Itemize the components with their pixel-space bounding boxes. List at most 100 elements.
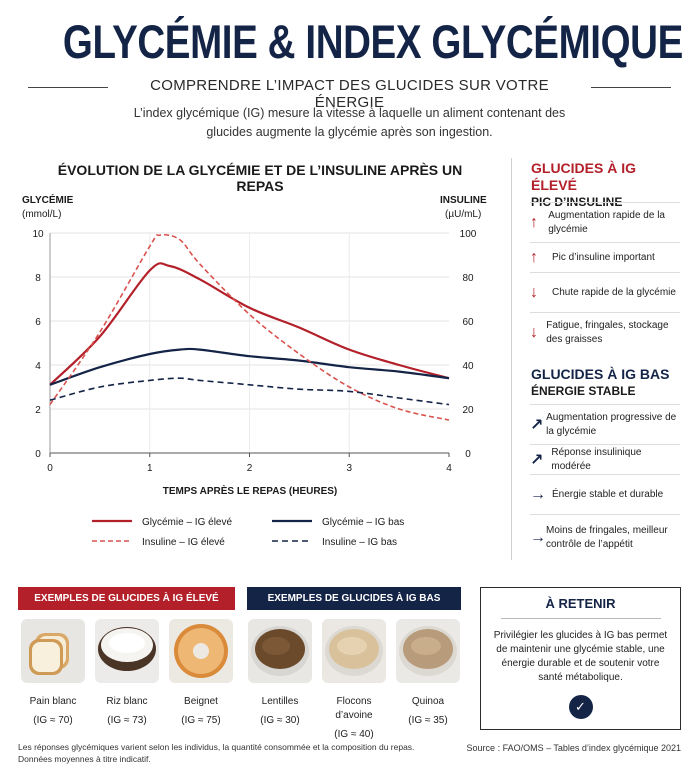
arrow-right-icon: → bbox=[530, 528, 546, 546]
high-ig-examples-header: EXEMPLES DE GLUCIDES À IG ÉLEVÉ bbox=[18, 587, 235, 610]
series-line-1 bbox=[49, 347, 450, 386]
food-card-oat-flakes: Flocons d’avoine (IG ≈ 40) bbox=[320, 619, 388, 743]
low-ig-item: ↗ Augmentation progressive de la glycémie bbox=[530, 404, 680, 444]
x-tick-label: 2 bbox=[247, 463, 253, 474]
arrow-up-icon: ↑ bbox=[530, 248, 538, 266]
high-ig-item: ↑ Augmentation rapide de la glycémie bbox=[530, 202, 680, 242]
food-name: Beignet bbox=[184, 696, 218, 707]
y-left-tick-label: 2 bbox=[35, 405, 41, 416]
quinoa-image bbox=[396, 619, 460, 683]
y-left-tick-label: 8 bbox=[35, 273, 41, 284]
low-ig-item: → Moins de fringales, meilleur contrôle d… bbox=[530, 514, 680, 560]
arrow-up-right-icon: ↗ bbox=[530, 416, 544, 434]
food-name: Flocons d’avoine bbox=[335, 696, 373, 721]
item-text: Chute rapide de la glycémie bbox=[552, 286, 676, 298]
food-ig-value: (IG ≈ 35) bbox=[408, 715, 448, 726]
oat-flakes-image bbox=[322, 619, 386, 683]
arrow-up-icon: ↑ bbox=[530, 213, 538, 231]
takeaway-box: À RETENIR Privilégier les glucides à IG … bbox=[480, 587, 681, 730]
x-tick-label: 1 bbox=[147, 463, 153, 474]
y-right-tick-label: 80 bbox=[462, 273, 474, 284]
food-card-white-bread: Pain blanc (IG ≈ 70) bbox=[19, 619, 87, 729]
y-right-tick-label: 0 bbox=[465, 449, 471, 460]
source-note: Source : FAO/OMS – Tables d’index glycém… bbox=[466, 743, 681, 753]
chart-title: ÉVOLUTION DE LA GLYCÉMIE ET DE L’INSULIN… bbox=[57, 162, 463, 194]
series-line-3 bbox=[49, 377, 450, 406]
divider bbox=[28, 87, 108, 88]
item-text: Augmentation progressive de la glycémie bbox=[546, 411, 677, 437]
legend-label: Glycémie – IG bas bbox=[322, 517, 404, 528]
x-tick-label: 4 bbox=[446, 463, 452, 474]
donut-image bbox=[169, 619, 233, 683]
low-ig-item: → Énergie stable et durable bbox=[530, 474, 680, 514]
divider bbox=[591, 87, 671, 88]
lentils-image bbox=[248, 619, 312, 683]
left-axis-title-1: GLYCÉMIE bbox=[22, 193, 74, 206]
x-tick-label: 0 bbox=[47, 463, 53, 474]
arrow-down-icon: ↓ bbox=[530, 323, 538, 341]
arrow-up-right-icon: ↗ bbox=[530, 451, 544, 469]
food-ig-value: (IG ≈ 75) bbox=[181, 715, 221, 726]
food-ig-value: (IG ≈ 73) bbox=[107, 715, 147, 726]
food-name: Lentilles bbox=[261, 696, 299, 707]
arrow-down-icon: ↓ bbox=[530, 283, 538, 301]
glycemia-chart: GLYCÉMIE (mmol/L) INSULINE (µU/mL) 0 2 4 6 8… bbox=[22, 193, 487, 548]
takeaway-title: À RETENIR bbox=[545, 596, 616, 611]
right-axis-title-1: INSULINE bbox=[440, 195, 487, 206]
high-ig-title: GLUCIDES À IG ÉLEVÉ bbox=[531, 160, 637, 193]
legend-label: Insuline – IG élevé bbox=[142, 537, 225, 548]
y-right-tick-label: 40 bbox=[462, 361, 474, 372]
right-axis-title-2: (µU/mL) bbox=[445, 209, 481, 220]
white-rice-image bbox=[95, 619, 159, 683]
low-ig-header: GLUCIDES À IG BAS ÉNERGIE STABLE bbox=[512, 366, 669, 399]
low-ig-item: ↗ Réponse insulinique modérée bbox=[530, 444, 680, 474]
y-left-tick-label: 0 bbox=[35, 449, 41, 460]
food-name: Riz blanc bbox=[106, 696, 148, 707]
food-card-white-rice: Riz blanc (IG ≈ 73) bbox=[93, 619, 161, 729]
x-axis-title: TEMPS APRÈS LE REPAS (HEURES) bbox=[163, 484, 337, 497]
footnote: Les réponses glycémiques varient selon l… bbox=[18, 742, 415, 764]
y-left-tick-label: 4 bbox=[35, 361, 41, 372]
ig-comparison-panel: GLUCIDES À IG ÉLEVÉ PIC D’INSULINE ↑ Augm… bbox=[511, 158, 680, 560]
white-bread-image bbox=[21, 619, 85, 683]
food-ig-value: (IG ≈ 30) bbox=[260, 715, 300, 726]
y-left-tick-label: 10 bbox=[32, 229, 44, 240]
item-text: Réponse insulinique modérée bbox=[551, 446, 642, 472]
series-line-0 bbox=[49, 262, 450, 386]
page-subtitle: COMPRENDRE L’IMPACT DES GLUCIDES SUR VOT… bbox=[150, 77, 549, 111]
item-text: Énergie stable et durable bbox=[552, 488, 664, 500]
high-ig-item: ↓ Fatigue, fringales, stockage des graiss… bbox=[530, 312, 680, 352]
food-ig-value: (IG ≈ 40) bbox=[334, 729, 374, 740]
series-line-2 bbox=[49, 233, 450, 421]
food-name: Pain blanc bbox=[29, 696, 77, 707]
page-title: GLYCÉMIE & INDEX GLYCÉMIQUE bbox=[62, 15, 683, 68]
y-right-tick-label: 100 bbox=[460, 229, 477, 240]
high-ig-item: ↓ Chute rapide de la glycémie bbox=[530, 272, 680, 312]
low-ig-subtitle: ÉNERGIE STABLE bbox=[531, 384, 636, 398]
food-card-quinoa: Quinoa (IG ≈ 35) bbox=[394, 619, 462, 729]
left-axis-title-2: (mmol/L) bbox=[22, 209, 61, 220]
arrow-right-icon: → bbox=[530, 485, 546, 503]
x-tick-label: 3 bbox=[346, 463, 352, 474]
item-text: Moins de fringales, meilleur contrôle de… bbox=[546, 524, 668, 550]
subtitle-row: COMPRENDRE L’IMPACT DES GLUCIDES SUR VOT… bbox=[28, 77, 671, 111]
y-right-tick-label: 20 bbox=[462, 405, 474, 416]
check-circle-icon: ✓ bbox=[568, 695, 593, 719]
item-text: Augmentation rapide de la glycémie bbox=[548, 209, 665, 235]
legend-label: Glycémie – IG élevé bbox=[142, 517, 232, 528]
low-ig-title: GLUCIDES À IG BAS bbox=[531, 366, 670, 382]
item-text: Fatigue, fringales, stockage des graisse… bbox=[546, 319, 669, 345]
low-ig-examples-header: EXEMPLES DE GLUCIDES À IG BAS bbox=[247, 587, 461, 610]
item-text: Pic d’insuline important bbox=[552, 251, 655, 263]
food-card-donut: Beignet (IG ≈ 75) bbox=[167, 619, 235, 729]
intro-text: L’index glycémique (IG) mesure la vitess… bbox=[133, 106, 566, 139]
high-ig-item: ↑ Pic d’insuline important bbox=[530, 242, 680, 272]
food-ig-value: (IG ≈ 70) bbox=[33, 715, 73, 726]
y-right-tick-label: 60 bbox=[462, 317, 474, 328]
food-card-lentils: Lentilles (IG ≈ 30) bbox=[246, 619, 314, 729]
y-left-tick-label: 6 bbox=[35, 317, 41, 328]
legend-label: Insuline – IG bas bbox=[322, 537, 397, 548]
food-name: Quinoa bbox=[411, 696, 445, 707]
takeaway-text: Privilégier les glucides à IG bas permet… bbox=[493, 630, 668, 683]
divider bbox=[500, 618, 661, 619]
